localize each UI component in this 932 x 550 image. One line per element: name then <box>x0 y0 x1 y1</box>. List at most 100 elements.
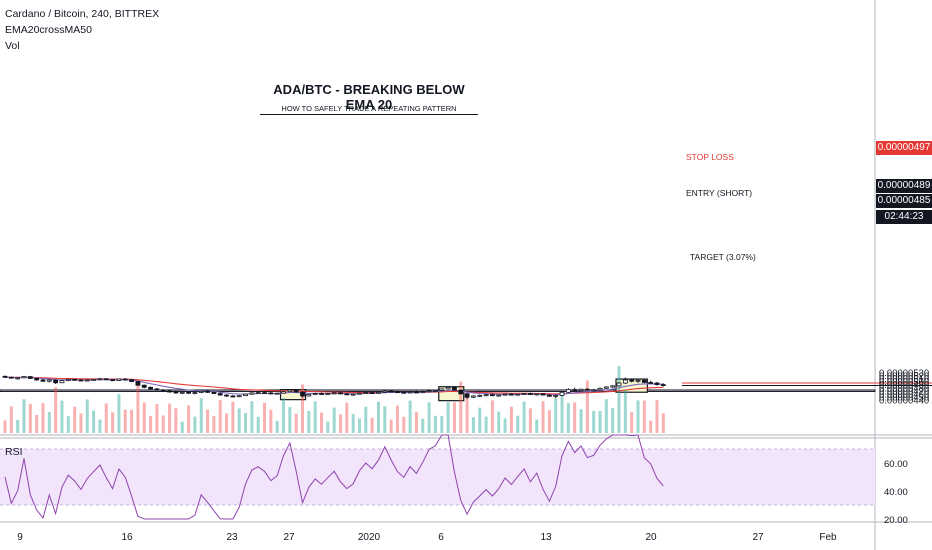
candle <box>2 375 8 379</box>
candle-body <box>262 392 267 394</box>
candle <box>154 387 160 391</box>
candle-body <box>110 379 116 382</box>
candle-body <box>78 379 84 382</box>
candle <box>236 395 242 398</box>
volume-bar <box>535 419 539 433</box>
volume-bar <box>237 408 241 433</box>
candle-body <box>521 393 527 395</box>
price-tick: 0.00000480 <box>879 383 929 394</box>
candle-body <box>179 391 185 394</box>
volume-bar <box>345 402 349 433</box>
candle <box>72 378 78 381</box>
candle-body <box>281 391 286 394</box>
candle <box>325 392 331 395</box>
volume-bar <box>161 415 165 433</box>
volume-bar <box>218 400 222 433</box>
candle <box>230 395 236 398</box>
candle-body <box>439 388 445 391</box>
candle <box>521 392 527 395</box>
candle-body <box>641 379 647 383</box>
volume-bar <box>206 409 210 433</box>
candle <box>546 394 552 397</box>
candle <box>420 391 426 394</box>
volume-bar <box>414 411 418 433</box>
candle-body <box>59 380 65 384</box>
candle <box>198 390 204 394</box>
candle <box>306 393 312 397</box>
candle <box>439 388 445 392</box>
price-tick: 0.00000490 <box>879 380 929 391</box>
volume-bar <box>351 413 355 433</box>
candle-body <box>53 379 59 384</box>
candle-body <box>357 392 362 395</box>
volume-bar <box>421 418 425 433</box>
candle-body <box>8 376 14 379</box>
candle-body <box>458 389 464 395</box>
candle <box>603 386 609 389</box>
candle <box>34 377 40 381</box>
candle-body <box>502 393 508 396</box>
candle <box>46 379 52 383</box>
volume-bar <box>402 416 406 433</box>
candle-body <box>376 391 381 394</box>
candle <box>369 391 375 394</box>
volume-bar <box>41 403 45 433</box>
candle-body <box>224 394 229 397</box>
volume-bar <box>541 401 545 433</box>
volume-bar <box>389 419 393 433</box>
candle <box>508 393 514 396</box>
volume-bar <box>446 402 450 433</box>
candle-body <box>452 386 457 391</box>
candle-body <box>65 378 71 381</box>
candle-body <box>660 384 666 386</box>
candle-body <box>395 391 400 394</box>
candle <box>477 394 483 397</box>
candle-body <box>338 392 343 395</box>
volume-bar <box>111 412 115 433</box>
candle <box>452 386 457 391</box>
candle-body <box>287 389 293 393</box>
candle-body <box>591 389 597 392</box>
candle <box>648 380 654 385</box>
candle <box>103 378 109 381</box>
candle <box>445 386 451 390</box>
candle-body <box>325 393 331 395</box>
volume-bar <box>357 418 361 433</box>
volume-bar <box>585 380 589 433</box>
candle-body <box>236 395 242 398</box>
candle-body <box>21 376 27 379</box>
time-tick: 23 <box>226 532 238 543</box>
volume-bar <box>630 412 634 433</box>
volume-bar <box>320 412 323 433</box>
candle <box>53 379 59 384</box>
volume-bar <box>28 403 32 433</box>
candle-body <box>249 392 255 395</box>
candle <box>527 392 533 395</box>
price-tick: 0.00000510 <box>879 374 929 385</box>
candle <box>287 389 293 393</box>
candle <box>344 392 350 396</box>
candle-body <box>97 378 103 381</box>
time-tick: 16 <box>121 532 133 543</box>
candle-body <box>426 390 432 393</box>
candle <box>433 389 438 392</box>
candle-body <box>192 392 198 394</box>
rsi-line <box>4 434 664 520</box>
candle-body <box>344 393 350 396</box>
candle-body <box>464 393 470 398</box>
candle <box>395 390 400 394</box>
candle-body <box>160 389 166 392</box>
candle-body <box>610 385 616 388</box>
candle <box>471 395 476 399</box>
candle-body <box>414 391 419 394</box>
candle-body <box>382 390 388 393</box>
volume-bar <box>427 402 431 433</box>
candle-body <box>255 392 261 394</box>
candle <box>249 392 255 395</box>
time-tick: 13 <box>540 532 552 543</box>
volume-bar <box>174 408 178 433</box>
stop-price-tag: 0.00000497 <box>876 141 932 155</box>
candle <box>534 393 540 396</box>
volume-bar <box>433 415 437 433</box>
